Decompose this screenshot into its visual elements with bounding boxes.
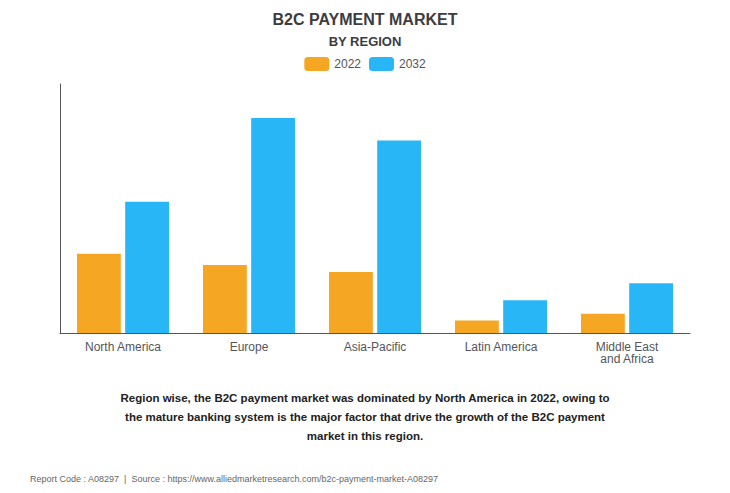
svg-text:Region wise, the B2C payment m: Region wise, the B2C payment market was … — [120, 392, 609, 404]
svg-text:the mature banking system is t: the mature banking system is the major f… — [125, 411, 605, 423]
svg-text:2022: 2022 — [334, 57, 361, 71]
svg-text:Latin America: Latin America — [465, 340, 538, 354]
svg-text:North America: North America — [85, 340, 161, 354]
svg-text:Report Code : A08297 | Sourc: Report Code : A08297 | Source : https://… — [30, 474, 438, 484]
svg-text:Europe: Europe — [230, 340, 269, 354]
svg-text:Asia-Pacific: Asia-Pacific — [344, 340, 407, 354]
svg-text:market in this region.: market in this region. — [307, 430, 423, 442]
svg-text:and Africa: and Africa — [600, 352, 654, 366]
svg-text:Middle East: Middle East — [595, 340, 659, 354]
svg-text:B2C PAYMENT MARKET: B2C PAYMENT MARKET — [273, 11, 458, 28]
svg-text:BY REGION: BY REGION — [329, 34, 402, 49]
svg-text:2032: 2032 — [399, 57, 426, 71]
